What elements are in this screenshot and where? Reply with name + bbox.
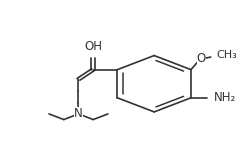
Text: OH: OH <box>84 40 102 53</box>
Text: O: O <box>197 52 206 65</box>
Text: CH₃: CH₃ <box>216 50 237 61</box>
Text: N: N <box>74 107 83 120</box>
Text: NH₂: NH₂ <box>214 91 236 104</box>
